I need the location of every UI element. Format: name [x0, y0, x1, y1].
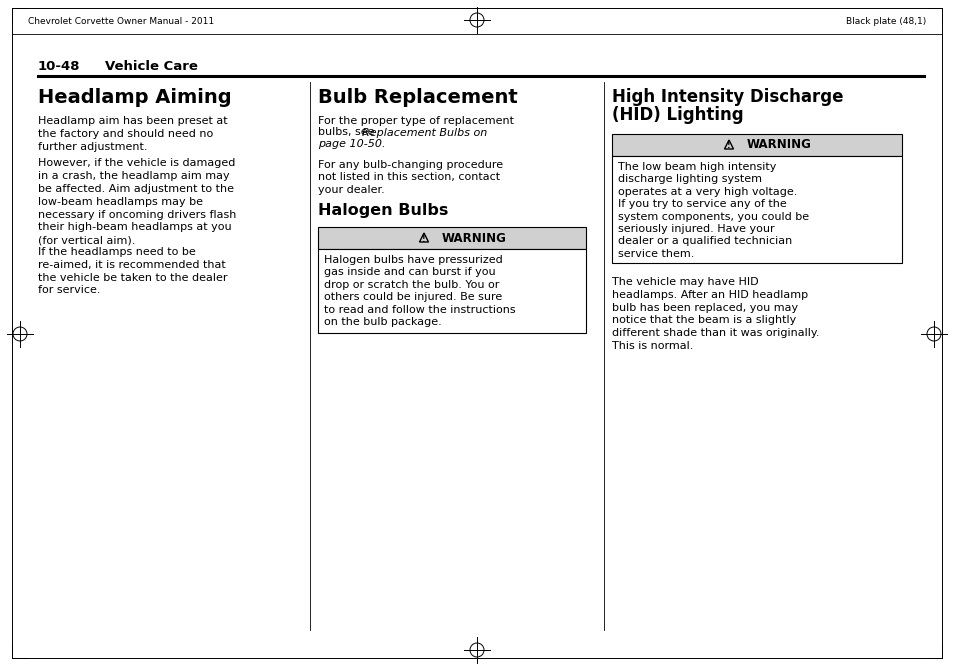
Text: WARNING: WARNING: [746, 138, 811, 152]
Text: However, if the vehicle is damaged
in a crash, the headlamp aim may
be affected.: However, if the vehicle is damaged in a …: [38, 158, 236, 245]
Text: Headlamp Aiming: Headlamp Aiming: [38, 88, 232, 107]
Text: The low beam high intensity
discharge lighting system
operates at a very high vo: The low beam high intensity discharge li…: [618, 162, 808, 259]
Bar: [612, 156, 901, 263]
Bar: [317, 227, 585, 249]
Text: (HID) Lighting: (HID) Lighting: [612, 106, 742, 124]
Text: Halogen Bulbs: Halogen Bulbs: [317, 203, 448, 218]
Text: page 10-50.: page 10-50.: [317, 139, 385, 149]
Text: Halogen bulbs have pressurized
gas inside and can burst if you
drop or scratch t: Halogen bulbs have pressurized gas insid…: [324, 255, 515, 327]
Text: Replacement Bulbs on: Replacement Bulbs on: [361, 128, 487, 138]
Text: If the headlamps need to be
re-aimed, it is recommended that
the vehicle be take: If the headlamps need to be re-aimed, it…: [38, 247, 227, 295]
Text: For the proper type of replacement: For the proper type of replacement: [317, 116, 514, 126]
Text: High Intensity Discharge: High Intensity Discharge: [612, 88, 842, 106]
Text: WARNING: WARNING: [441, 232, 506, 244]
Text: Vehicle Care: Vehicle Care: [105, 60, 197, 73]
Text: !: !: [422, 234, 425, 244]
Text: Black plate (48,1): Black plate (48,1): [845, 17, 925, 27]
Text: !: !: [726, 142, 730, 150]
Text: 10-48: 10-48: [38, 60, 80, 73]
Text: The vehicle may have HID
headlamps. After an HID headlamp
bulb has been replaced: The vehicle may have HID headlamps. Afte…: [612, 277, 819, 351]
Text: bulbs, see: bulbs, see: [317, 128, 377, 138]
Bar: [317, 249, 585, 333]
Text: Chevrolet Corvette Owner Manual - 2011: Chevrolet Corvette Owner Manual - 2011: [28, 17, 213, 27]
Text: Headlamp aim has been preset at
the factory and should need no
further adjustmen: Headlamp aim has been preset at the fact…: [38, 116, 228, 152]
Text: Bulb Replacement: Bulb Replacement: [317, 88, 517, 107]
Bar: [612, 134, 901, 156]
Text: For any bulb-changing procedure
not listed in this section, contact
your dealer.: For any bulb-changing procedure not list…: [317, 160, 502, 195]
